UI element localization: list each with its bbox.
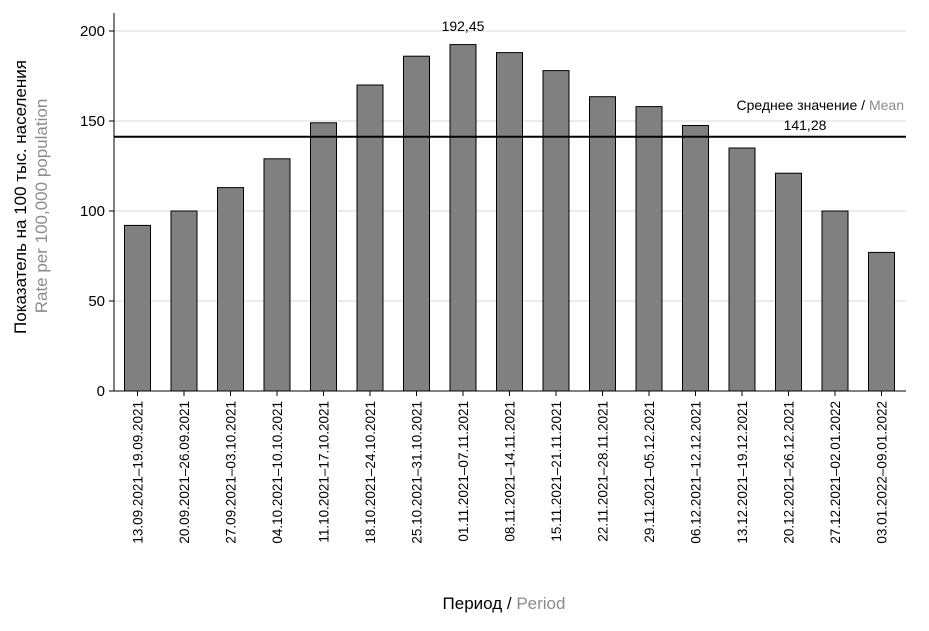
bar bbox=[356, 84, 384, 392]
x-tick-label: 15.11.2021–21.11.2021 bbox=[549, 401, 564, 542]
x-tick-label: 18.10.2021–24.10.2021 bbox=[363, 401, 378, 544]
x-tick-label: 06.12.2021–12.12.2021 bbox=[689, 401, 704, 544]
bar bbox=[635, 106, 663, 392]
mean-line-group: Среднее значение / Mean 141,28 bbox=[114, 97, 906, 138]
x-tick-label: 27.12.2021–02.01.2022 bbox=[828, 401, 843, 544]
y-tick-label: 0 bbox=[97, 383, 105, 400]
mean-label-en: Mean bbox=[869, 97, 904, 113]
x-tick-label: 03.01.2022–09.01.2022 bbox=[875, 401, 890, 544]
x-tick-label: 13.12.2021–19.12.2021 bbox=[735, 401, 750, 544]
y-axis-label-ru: Показатель на 100 тыс. населения bbox=[11, 60, 30, 334]
x-tick-label: 20.09.2021–26.09.2021 bbox=[177, 401, 192, 544]
bar bbox=[868, 251, 895, 392]
bar bbox=[217, 187, 244, 392]
bar bbox=[496, 52, 523, 392]
bar bbox=[821, 210, 849, 392]
bar bbox=[728, 147, 756, 392]
x-tick-label: 08.11.2021–14.11.2021 bbox=[503, 401, 518, 542]
axes bbox=[109, 13, 906, 396]
x-tick-label: 13.09.2021–19.09.2021 bbox=[131, 401, 146, 544]
x-tick-label: 04.10.2021–10.10.2021 bbox=[270, 401, 285, 544]
bar bbox=[775, 172, 802, 392]
x-tick-label: 29.11.2021–05.12.2021 bbox=[642, 401, 657, 543]
bar bbox=[449, 44, 477, 392]
bar bbox=[542, 70, 570, 392]
x-axis-label-sep: / bbox=[502, 594, 516, 613]
bar bbox=[589, 96, 616, 392]
bars bbox=[124, 44, 895, 392]
y-axis-label-en: Rate per 100,000 population bbox=[32, 99, 51, 314]
x-axis-label-ru: Период bbox=[443, 594, 503, 613]
peak-value-label: 192,45 bbox=[442, 18, 485, 34]
x-tick-label: 11.10.2021–17.10.2021 bbox=[317, 401, 332, 543]
mean-value-label: 141,28 bbox=[784, 117, 827, 133]
x-tick-label: 22.11.2021–28.11.2021 bbox=[596, 401, 611, 542]
bar bbox=[124, 224, 151, 392]
bar bbox=[263, 158, 291, 392]
x-tick-labels: 13.09.2021–19.09.2021 20.09.2021–26.09.20… bbox=[131, 401, 890, 544]
mean-label: Среднее значение / Mean bbox=[737, 97, 905, 113]
bar bbox=[403, 55, 430, 392]
x-tick-label: 25.10.2021–31.10.2021 bbox=[410, 401, 425, 544]
x-tick-label: 27.09.2021–03.10.2021 bbox=[224, 401, 239, 544]
annotations: 192,45 bbox=[442, 18, 485, 34]
x-tick-label: 01.11.2021–07.11.2021 bbox=[456, 401, 471, 542]
mean-label-ru: Среднее значение bbox=[737, 97, 858, 113]
x-tick-label: 20.12.2021–26.12.2021 bbox=[782, 401, 797, 544]
y-tick-labels: 0 50 100 150 200 bbox=[80, 23, 105, 400]
y-tick-label: 100 bbox=[80, 203, 105, 220]
y-tick-label: 200 bbox=[80, 23, 105, 40]
y-tick-label: 50 bbox=[88, 293, 105, 310]
bar bbox=[170, 210, 198, 392]
x-axis-label-en: Period bbox=[516, 594, 565, 613]
y-tick-label: 150 bbox=[80, 113, 105, 130]
mean-label-sep: / bbox=[857, 97, 869, 113]
bar bbox=[310, 122, 337, 392]
x-axis-label: Период / Period bbox=[443, 594, 566, 613]
bar bbox=[682, 125, 709, 392]
